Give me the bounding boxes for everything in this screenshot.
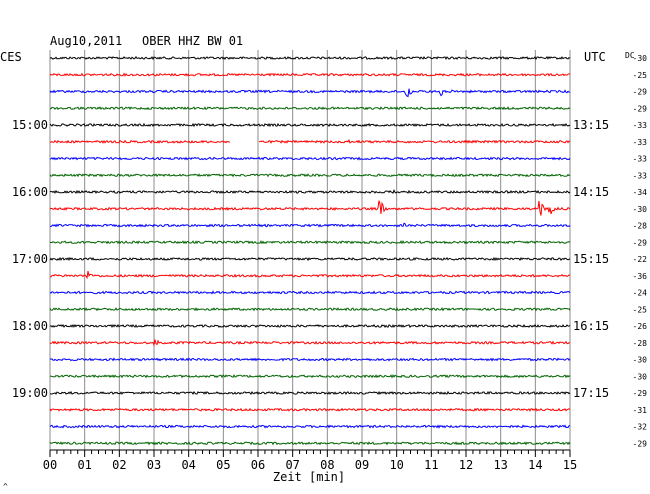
dc-offset-label: -25	[633, 71, 648, 80]
dc-offset-label: -34	[633, 188, 648, 197]
trace-line	[49, 339, 571, 347]
x-tick-label: 05	[216, 458, 230, 472]
trace-line	[49, 256, 571, 262]
trace-line	[49, 240, 571, 245]
trace-line	[49, 106, 571, 111]
station-label: OBER HHZ BW 01	[142, 34, 243, 48]
trace-line	[49, 407, 571, 412]
trace-line	[49, 222, 571, 228]
right-time-label: 16:15	[573, 319, 609, 333]
trace-line	[49, 173, 571, 178]
dc-offset-label: -25	[633, 305, 648, 314]
left-time-label: 18:00	[12, 319, 48, 333]
x-tick-label: 14	[528, 458, 542, 472]
x-tick-label: 10	[389, 458, 403, 472]
trace-line	[49, 55, 571, 61]
dc-offset-label: -29	[633, 88, 648, 97]
dc-offset-label: -33	[633, 155, 648, 164]
dc-offset-label: -29	[633, 238, 648, 247]
dc-offset-label: -22	[633, 255, 648, 264]
date-label: Aug10,2011	[50, 34, 122, 48]
dc-offset-label: -26	[633, 322, 648, 331]
x-tick-label: 15	[563, 458, 577, 472]
dc-offset-label: -28	[633, 222, 648, 231]
dc-offset-label: -30	[633, 372, 648, 381]
trace-line	[49, 374, 571, 379]
trace-line	[49, 323, 571, 329]
x-tick-label: 11	[424, 458, 438, 472]
left-time-label: 16:00	[12, 185, 48, 199]
x-tick-label: 01	[77, 458, 91, 472]
dc-offset-label: -28	[633, 339, 648, 348]
trace-line	[49, 307, 571, 312]
dc-offset-label: -33	[633, 171, 648, 180]
x-tick-label: 13	[493, 458, 507, 472]
right-time-label: 17:15	[573, 386, 609, 400]
trace-line	[49, 88, 571, 98]
dc-offset-label: -24	[633, 289, 648, 298]
dc-offset-label: -30	[633, 205, 648, 214]
trace-line	[49, 200, 571, 216]
x-tick-label: 04	[181, 458, 195, 472]
corner-mark: ^	[3, 482, 8, 491]
x-tick-label: 12	[459, 458, 473, 472]
left-time-label: 19:00	[12, 386, 48, 400]
trace-line	[49, 424, 571, 429]
x-tick-label: 08	[320, 458, 334, 472]
x-tick-label: 07	[285, 458, 299, 472]
right-zone-label: UTC	[584, 50, 606, 64]
dc-offset-label: -36	[633, 272, 648, 281]
axis-labels: 00 01 02 03 04 05 06 07 08 09 10 11 12 13 14 15 -30 -25 -2…	[12, 54, 647, 472]
dc-offset-label: -32	[633, 423, 648, 432]
dc-offset-label: -29	[633, 104, 648, 113]
left-time-label: 15:00	[12, 118, 48, 132]
x-tick-label: 00	[43, 458, 57, 472]
grid	[49, 50, 571, 457]
trace-line	[49, 441, 571, 446]
dc-offset-label: -29	[633, 439, 648, 448]
traces	[49, 55, 571, 446]
trace-line	[49, 122, 571, 128]
x-tick-label: 09	[355, 458, 369, 472]
right-time-label: 14:15	[573, 185, 609, 199]
dc-offset-label: -33	[633, 121, 648, 130]
right-time-label: 13:15	[573, 118, 609, 132]
trace-line	[49, 72, 570, 77]
trace-line	[49, 270, 570, 280]
right-time-label: 15:15	[573, 252, 609, 266]
trace-line	[49, 139, 571, 144]
dc-offset-label: -29	[633, 389, 648, 398]
dc-label: DC	[625, 51, 635, 60]
trace-line	[49, 156, 571, 161]
dc-offset-label: -31	[633, 406, 648, 415]
trace-line	[49, 357, 571, 362]
x-tick-label: 02	[112, 458, 126, 472]
trace-line	[49, 390, 571, 396]
trace-line	[49, 290, 571, 295]
x-tick-label: 06	[251, 458, 265, 472]
dc-offset-label: -30	[633, 54, 648, 63]
x-axis-label: Zeit [min]	[273, 470, 345, 484]
left-zone-label: CES	[0, 50, 22, 64]
x-tick-label: 03	[147, 458, 161, 472]
trace-line	[49, 189, 571, 195]
dc-offset-label: -33	[633, 138, 648, 147]
dc-offset-label: -30	[633, 356, 648, 365]
left-time-label: 17:00	[12, 252, 48, 266]
